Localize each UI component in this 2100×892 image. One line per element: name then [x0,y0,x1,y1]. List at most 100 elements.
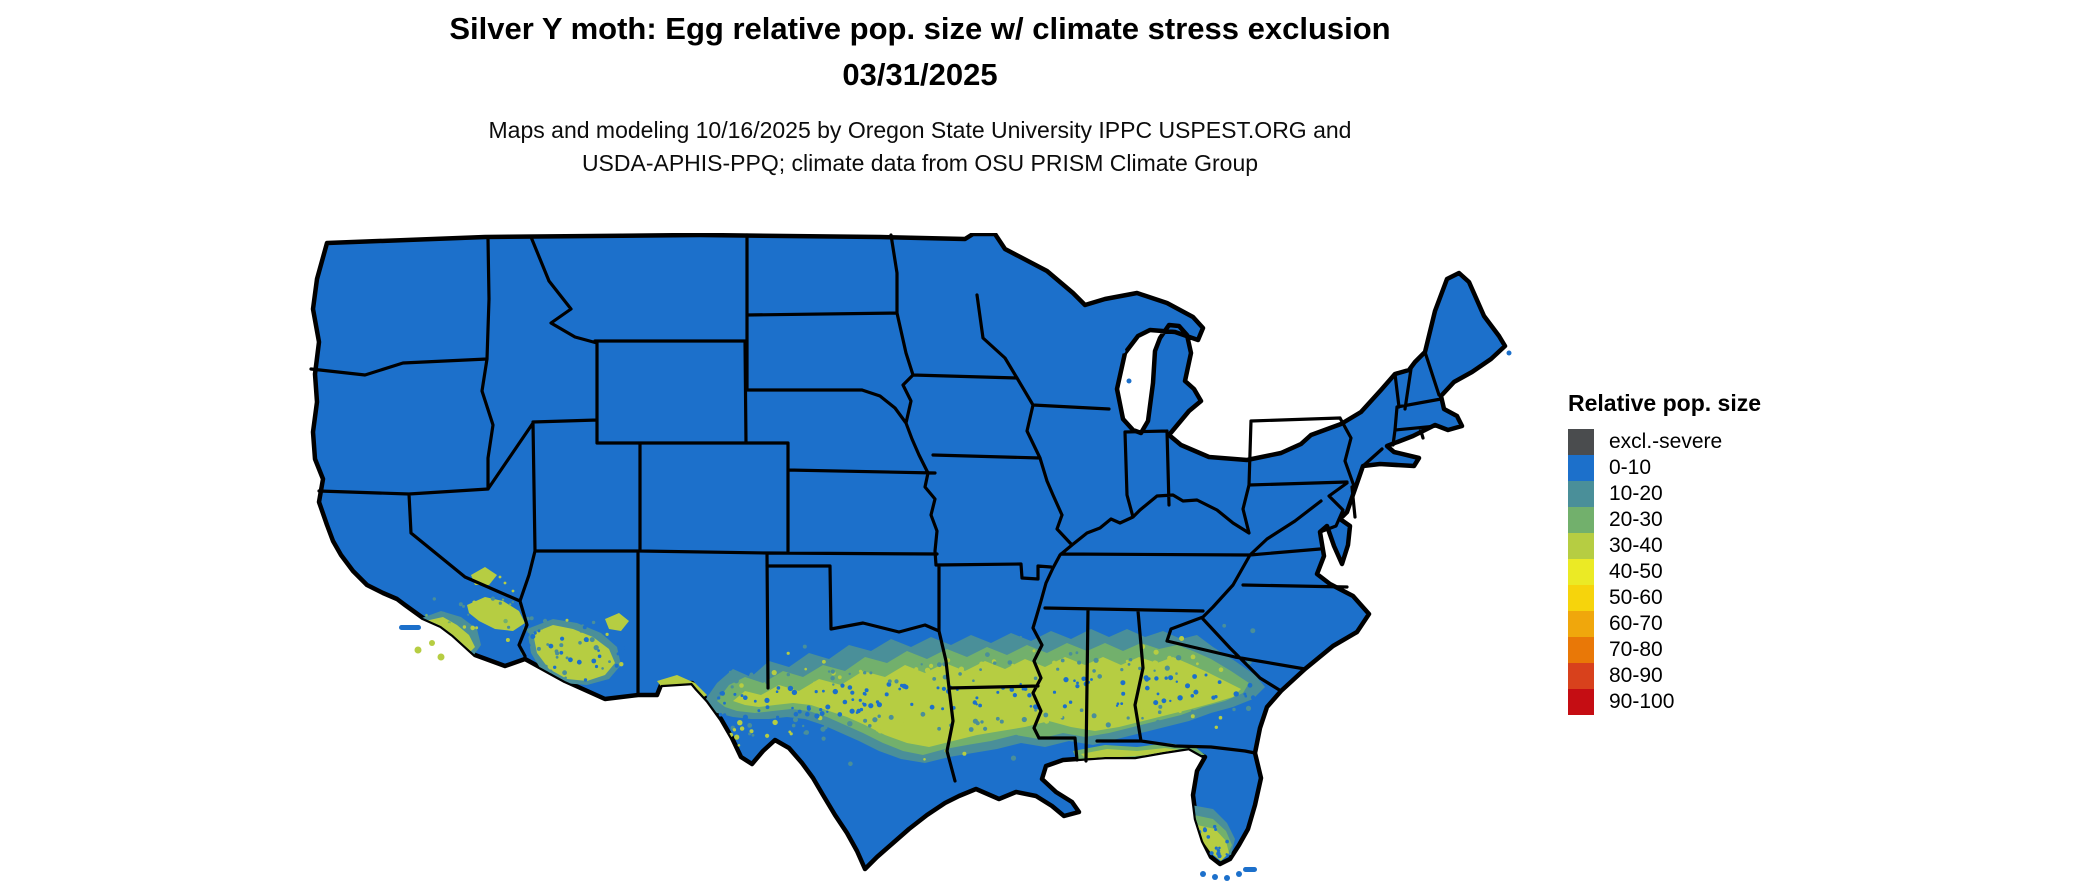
raster-speck [1138,666,1142,671]
legend-item-label: 30-40 [1609,534,1663,557]
raster-speck [1168,675,1174,681]
raster-speck [723,701,726,705]
raster-speck [958,666,965,672]
raster-speck [751,733,755,737]
raster-speck [958,672,962,676]
legend-row: 60-70 [1568,611,1868,637]
raster-speck [812,681,817,686]
raster-speck [1135,703,1141,709]
raster-speck [585,653,588,657]
raster-speck [621,646,626,651]
raster-speck [793,711,799,717]
raster-speck [1023,687,1028,691]
raster-speck [975,696,979,700]
raster-speck [1164,665,1170,671]
raster-speck [837,712,843,717]
raster-speck [733,678,739,684]
lake-speck [1120,348,1126,354]
raster-speck [972,679,975,682]
island-dot [429,640,435,646]
raster-speck [806,706,811,711]
map-subtitle-line1: Maps and modeling 10/16/2025 by Oregon S… [488,117,1352,143]
mojave-spot [471,567,497,585]
legend-swatch [1568,455,1594,481]
raster-speck [832,683,835,686]
raster-speck [1043,712,1049,718]
raster-speck [1222,623,1227,628]
raster-speck [895,722,899,726]
raster-speck [1108,666,1112,670]
raster-speck [1161,698,1167,704]
raster-speck [1250,628,1256,634]
panhandle-strip-yellowgreen [1081,748,1195,758]
raster-speck [929,663,934,668]
raster-speck [592,631,596,635]
gulf-band-yellowgreen [733,657,1241,747]
offshore-islands [399,258,1512,881]
raster-speck [821,736,826,741]
legend-swatch [1568,663,1594,689]
raster-speck [608,660,611,663]
raster-speck [740,694,744,698]
raster-speck [441,611,446,616]
legend-swatch [1568,507,1594,533]
raster-speck [1199,710,1203,714]
raster-speck [837,675,842,680]
raster-speck [564,676,567,680]
raster-speck [848,761,853,767]
raster-speck [540,626,544,630]
raster-speck [847,721,853,727]
raster-speck [877,714,881,718]
raster-speck [869,671,873,675]
raster-speck [1052,690,1057,694]
raster-speck [1121,691,1126,696]
raster-speck [883,725,888,730]
raster-speck [1076,681,1079,685]
raster-speck [936,686,940,690]
raster-speck [786,651,790,655]
legend-item-label: 0-10 [1609,456,1652,479]
raster-speck [533,631,537,635]
raster-speck [1190,714,1195,719]
raster-speck [618,649,622,653]
raster-speck [498,575,502,579]
raster-speck [720,691,725,696]
lake-speck [1126,378,1132,384]
raster-speck [568,657,573,663]
legend-row: 0-10 [1568,455,1868,481]
raster-speck [804,667,807,671]
raster-speck [1115,704,1119,707]
raster-speck [583,678,588,682]
raster-speck [887,679,892,684]
raster-speck [862,702,867,707]
raster-speck [1077,660,1082,665]
raster-speck [1179,636,1185,641]
raster-speck [842,699,848,705]
raster-speck [537,629,541,633]
raster-speck [863,671,867,675]
raster-speck [548,643,554,649]
raster-speck [1127,663,1131,666]
raster-speck [1047,707,1053,713]
raster-speck [582,625,587,630]
raster-speck [937,662,942,668]
raster-speck [1178,709,1182,713]
island-dot [437,653,445,661]
raster-speck [619,662,624,667]
raster-speck [616,652,620,656]
maine-coast-speck [1506,350,1512,356]
raster-speck [452,645,456,650]
raster-speck [509,603,512,606]
raster-speck [937,726,941,731]
raster-speck [522,674,526,678]
raster-speck [920,663,923,666]
raster-speck [1193,689,1199,695]
raster-speck [1059,715,1063,719]
raster-speck [897,722,902,727]
raster-speck [503,581,507,585]
raster-speck [814,713,820,719]
raster-speck [1033,704,1038,710]
raster-speck [593,645,599,651]
raster-speck [1153,669,1156,672]
